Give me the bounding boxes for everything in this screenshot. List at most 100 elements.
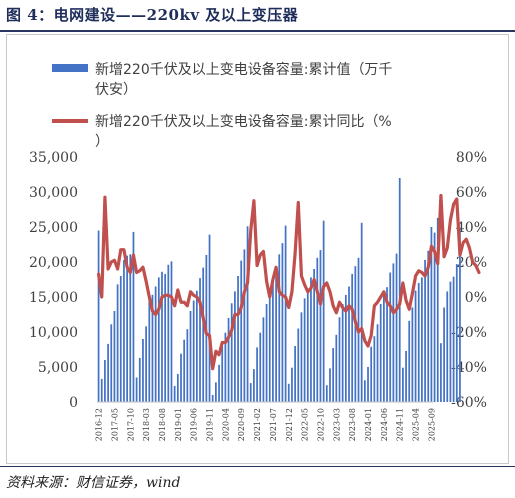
bar	[151, 294, 154, 402]
y-left-tick-label: 10,000	[29, 325, 78, 341]
x-tick-label: 2019-11	[206, 408, 215, 441]
bar	[319, 250, 322, 402]
bar	[325, 385, 328, 402]
bar	[183, 339, 186, 402]
bar	[176, 374, 179, 402]
x-tick-label: 2021-12	[285, 408, 294, 441]
x-tick-label: 2023-08	[348, 408, 357, 441]
bar	[392, 263, 395, 402]
legend-label-bar: 新增220千伏及以上变电设备容量:累计值（万千	[95, 61, 392, 78]
bar	[145, 326, 147, 402]
x-tick-label: 2017-10	[126, 408, 135, 441]
bar	[291, 367, 293, 402]
y-left-tick-label: 15,000	[29, 290, 78, 306]
bar	[281, 243, 284, 402]
x-tick-label: 2019-01	[174, 408, 183, 441]
bar	[268, 290, 271, 402]
bar	[237, 276, 239, 402]
bar	[215, 382, 217, 402]
bar	[154, 286, 157, 402]
bar	[446, 291, 449, 402]
bar	[373, 336, 376, 402]
bar	[161, 271, 163, 402]
x-tick-label: 2020-04	[221, 408, 230, 441]
page-title: 图 4：电网建设——220kv 及以上变压器	[6, 6, 299, 24]
y-left-tick-label: 20,000	[29, 255, 78, 271]
legend-label-line: 新增220千伏及以上变电设备容量:累计同比（%	[95, 113, 392, 130]
bar	[218, 364, 220, 402]
bar	[116, 284, 119, 402]
bar	[348, 286, 350, 402]
bar	[363, 380, 366, 402]
bar	[332, 348, 335, 402]
bar	[180, 353, 182, 402]
bar	[272, 278, 274, 402]
bar	[132, 231, 135, 402]
bar	[341, 304, 344, 402]
bar	[344, 294, 347, 402]
x-tick-label: 2016-12	[95, 408, 104, 441]
bar	[253, 369, 255, 402]
bar	[370, 346, 373, 402]
bar	[138, 357, 141, 402]
bar	[246, 226, 249, 402]
bar	[338, 317, 341, 402]
bar	[303, 298, 306, 402]
bar	[452, 276, 455, 402]
bar	[449, 281, 452, 402]
bar	[411, 307, 414, 402]
y-left-tick-label: 0	[69, 395, 78, 411]
x-tick-label: 2020-09	[237, 408, 246, 441]
x-tick-label: 2025-09	[427, 408, 436, 441]
bar	[129, 254, 132, 402]
bar	[360, 222, 363, 402]
bar	[310, 277, 312, 402]
bar	[100, 378, 103, 402]
bar	[421, 277, 423, 402]
y-axis-left: 0 5,000 10,000 15,000 20,000 25,000 30,000 35,0…	[29, 150, 78, 411]
bar	[199, 278, 201, 402]
x-tick-label: 2017-05	[110, 408, 119, 441]
bar	[440, 343, 442, 402]
bar	[234, 291, 236, 402]
bar	[427, 250, 430, 402]
yoy-line	[96, 193, 481, 371]
y-right-tick-label: 0%	[465, 290, 487, 306]
bar	[433, 232, 436, 402]
x-tick-label: 2021-02	[253, 408, 262, 441]
x-tick-label: 2025-04	[412, 408, 421, 441]
x-tick-label: 2022-10	[316, 408, 325, 441]
bar	[126, 255, 128, 402]
bar	[329, 368, 331, 402]
y-right-tick-label: 80%	[456, 150, 487, 166]
bar	[278, 254, 281, 402]
x-tick-label: 2024-01	[364, 408, 373, 441]
bar	[455, 264, 458, 402]
bar	[354, 266, 357, 402]
bar	[259, 332, 262, 402]
bar	[297, 328, 300, 402]
bar	[351, 273, 354, 402]
bar	[230, 303, 233, 402]
y-right-tick-label: 40%	[456, 220, 487, 236]
bar	[208, 234, 211, 402]
bar	[104, 360, 106, 402]
bar	[265, 304, 268, 402]
bar	[306, 288, 309, 402]
bar	[389, 272, 392, 402]
bar	[275, 275, 277, 402]
bar	[186, 329, 189, 402]
bar	[398, 178, 401, 402]
bar	[192, 300, 195, 402]
bar	[227, 318, 230, 402]
bar	[367, 367, 369, 402]
bar	[443, 307, 445, 402]
bar	[189, 311, 192, 402]
bar	[383, 292, 385, 402]
bar	[430, 227, 433, 402]
bar	[119, 276, 122, 402]
bar	[113, 311, 116, 402]
bar	[424, 259, 426, 402]
